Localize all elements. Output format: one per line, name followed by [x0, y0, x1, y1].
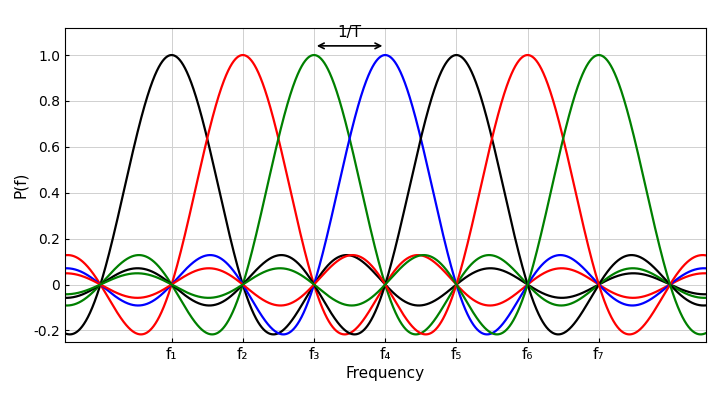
Text: 1/T: 1/T	[338, 25, 361, 40]
X-axis label: Frequency: Frequency	[346, 366, 425, 381]
Y-axis label: P(f): P(f)	[13, 171, 27, 198]
